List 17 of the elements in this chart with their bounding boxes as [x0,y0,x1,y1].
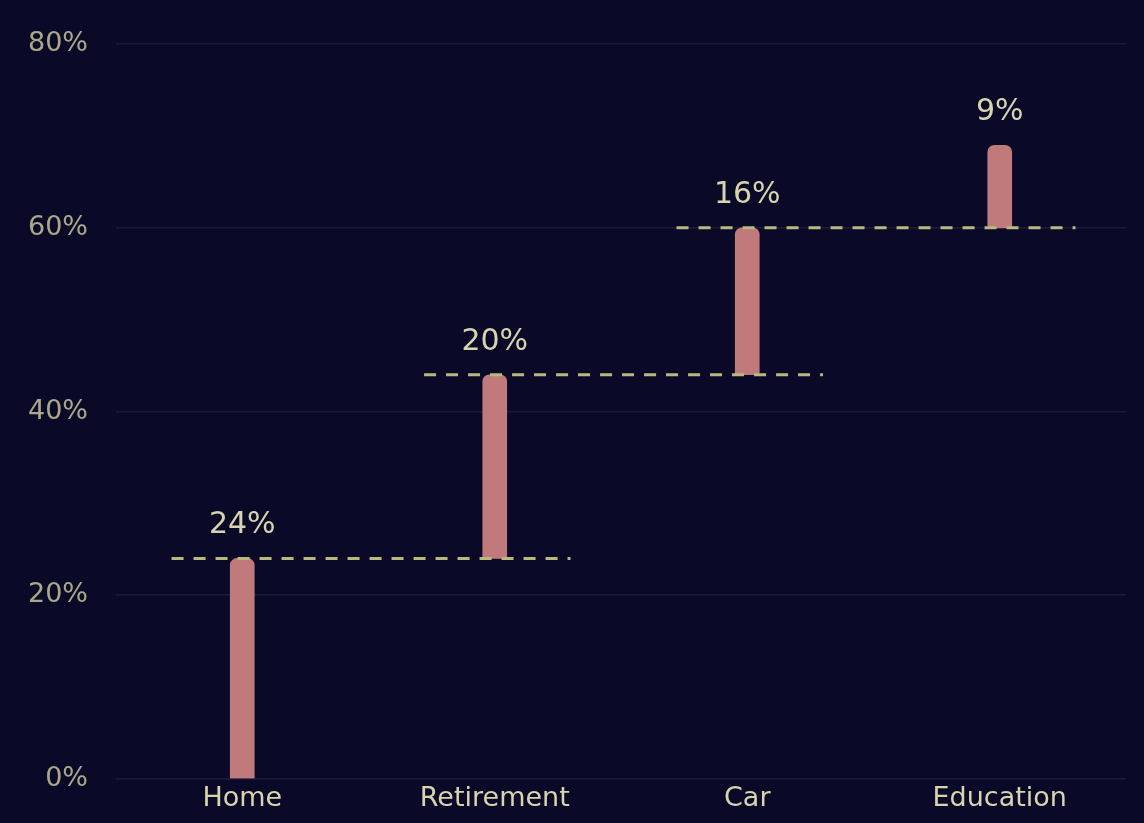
bar [734,227,760,376]
x-tick-label: Home [202,781,283,813]
data-label: 16% [713,174,781,210]
data-label: 20% [461,321,529,357]
x-tick-label: Retirement [419,781,570,813]
bar [229,558,255,779]
y-tick-label: 20% [28,577,89,609]
data-label: 24% [208,505,276,541]
bar [482,374,508,559]
x-tick-label: Car [724,781,772,813]
y-tick-label: 0% [45,760,89,792]
bar [987,144,1013,229]
y-tick-label: 60% [28,209,89,241]
x-tick-label: Education [932,781,1067,813]
y-tick-label: 80% [28,26,89,58]
data-label: 9% [975,92,1024,127]
y-tick-label: 40% [28,393,89,425]
